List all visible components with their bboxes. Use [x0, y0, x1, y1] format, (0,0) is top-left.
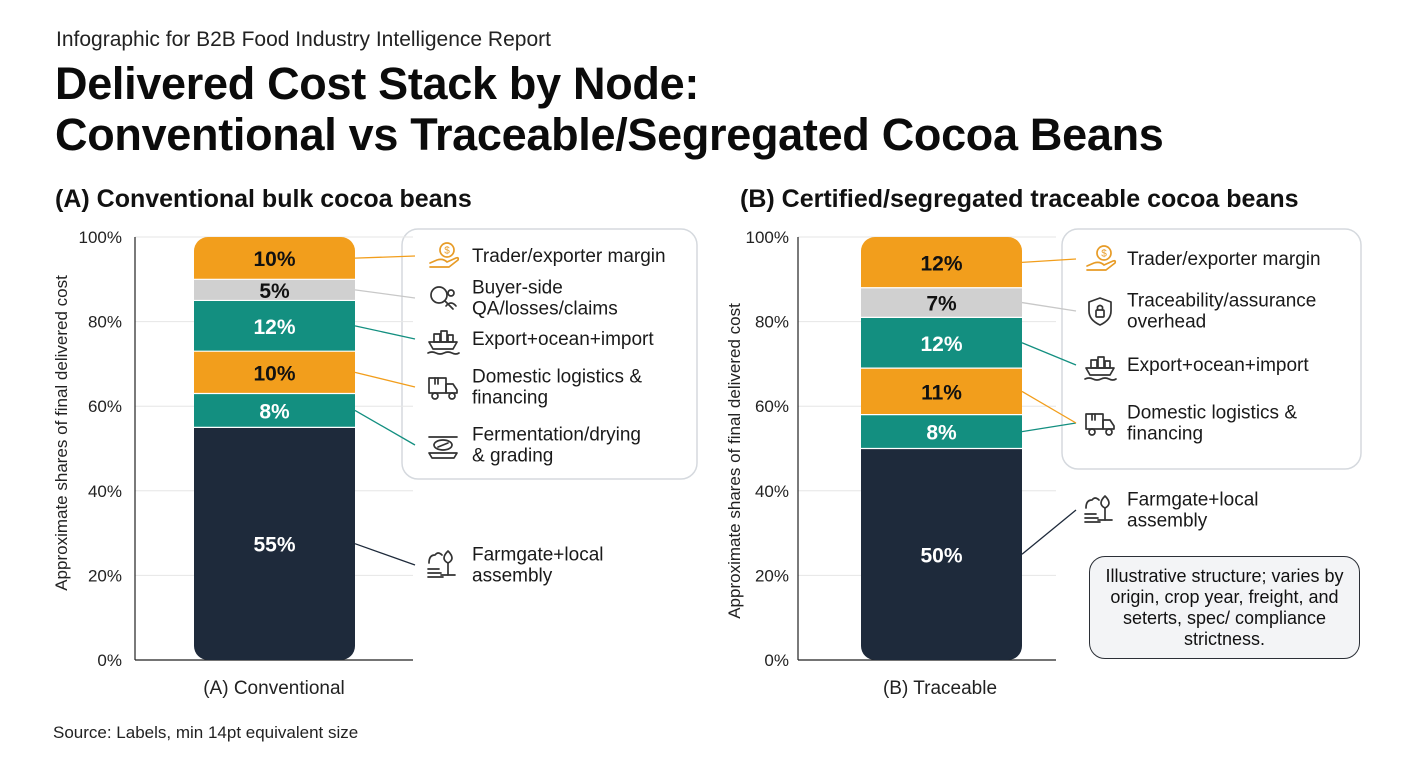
title-line-2: Conventional vs Traceable/Segregated Coc…: [55, 109, 1164, 160]
panel-a-legend-label-5: Trader/exporter margin: [472, 246, 666, 267]
source-note: Source: Labels, min 14pt equivalent size: [53, 723, 359, 742]
ship-icon: [1084, 356, 1117, 381]
drying-tray-icon: [428, 436, 458, 459]
panel-a-segment-label-2: 10%: [253, 362, 295, 385]
panel-b-title: (B) Certified/segregated traceable cocoa…: [740, 185, 1299, 213]
panel-b-leader-line-0: [1021, 509, 1077, 555]
panel-b-legend-label-2: Domestic logistics &: [1127, 403, 1297, 424]
panel-a-leader-line-3: [354, 325, 416, 340]
panel-a-legend-label-4: Buyer-side: [472, 278, 563, 299]
panel-b-leader-line-3: [1021, 342, 1077, 366]
panel-a-legend-label-2: financing: [472, 388, 548, 409]
panel-b-bar-segment-3: [861, 317, 1022, 369]
panel-a-y-tick-label: 40%: [88, 482, 122, 501]
svg-text:$: $: [1101, 249, 1107, 260]
panel-b-segment-label-2: 11%: [921, 381, 962, 404]
panel-a-y-tick-label: 100%: [79, 228, 122, 247]
panel-a-legend-label-0: assembly: [472, 566, 553, 587]
panel-b-legend-box: [1061, 228, 1362, 470]
ship-icon: [427, 330, 460, 355]
panel-b-legend-label-2: financing: [1127, 424, 1203, 445]
panel-a-segment-label-4: 5%: [259, 280, 290, 303]
panel-b-y-tick-label: 100%: [746, 228, 789, 247]
panel-a-leader-line-4: [354, 289, 416, 299]
panel-a-leader-line-0: [354, 543, 416, 566]
truck-icon: [428, 377, 458, 400]
panel-a-legend-label-3: Export+ocean+import: [472, 329, 654, 350]
panel-a-bar-segment-5: [194, 237, 355, 280]
panel-a-leader-line-1: [354, 409, 416, 446]
panel-b-legend-label-5: Trader/exporter margin: [1127, 249, 1321, 270]
panel-a-bar-segment-4: [194, 279, 355, 301]
svg-text:$: $: [444, 246, 450, 257]
panel-a-legend-label-4: QA/losses/claims: [472, 299, 618, 320]
panel-b-leader-line-4: [1021, 301, 1077, 312]
panel-b-segment-label-5: 12%: [920, 252, 962, 275]
panel-a-category-label: (A) Conventional: [203, 678, 345, 699]
panel-b-segment-label-3: 12%: [920, 333, 962, 356]
panel-b-y-tick-label: 20%: [755, 566, 789, 585]
panel-b-y-tick-label: 80%: [755, 313, 789, 332]
panel-a-legend-box: [401, 228, 698, 480]
panel-b-leader-line-1: [1021, 422, 1077, 433]
truck-icon: [1085, 413, 1115, 436]
page-title: Delivered Cost Stack by Node: Convention…: [55, 58, 1164, 160]
panel-b-bar-segment-5: [861, 237, 1022, 288]
panel-a-segment-label-0: 55%: [253, 534, 295, 557]
illustrative-note-callout: Illustrative structure; varies by origin…: [1089, 556, 1360, 659]
panel-a-segment-label-1: 8%: [259, 400, 290, 423]
panel-a-y-tick-label: 0%: [97, 651, 122, 670]
panel-b-leader-line-5: [1021, 258, 1077, 264]
panel-a-bar-segment-2: [194, 351, 355, 394]
panel-b-bar-segment-2: [861, 368, 1022, 415]
panel-b-leader-line-2: [1021, 390, 1077, 424]
panel-b-legend-label-0: Farmgate+local: [1127, 490, 1258, 511]
panel-b-legend-label-4: overhead: [1127, 312, 1206, 333]
panel-b-stacked-bar: [861, 237, 1022, 660]
panel-a-segment-label-5: 10%: [253, 248, 295, 271]
panel-a-bar-segment-1: [194, 393, 355, 428]
panel-b-legend-label-3: Export+ocean+import: [1127, 355, 1309, 376]
margin-coin-hand-icon: $: [1086, 245, 1117, 271]
panel-b-category-label: (B) Traceable: [883, 678, 997, 699]
panel-b-bar-segment-0: [861, 448, 1022, 660]
panel-a-y-tick-label: 20%: [88, 566, 122, 585]
quality-inspection-icon: [430, 286, 457, 310]
shield-lock-icon: [1088, 297, 1112, 326]
panel-b-bar-segment-4: [861, 287, 1022, 318]
panel-b-segment-label-4: 7%: [926, 293, 957, 316]
panel-a-bar-segment-0: [194, 427, 355, 660]
panel-a-stacked-bar: [194, 237, 355, 660]
panel-b-y-tick-label: 60%: [755, 397, 789, 416]
panel-b-y-axis-label: Approximate shares of final delivered co…: [725, 303, 744, 619]
panel-a-legend-label-2: Domestic logistics &: [472, 367, 642, 388]
panel-b-segment-label-0: 50%: [920, 544, 962, 567]
panel-a-legend-label-0: Farmgate+local: [472, 545, 603, 566]
panel-a-legend-label-1: Fermentation/drying: [472, 425, 641, 446]
panel-b-y-tick-label: 40%: [755, 482, 789, 501]
panel-b-y-tick-label: 0%: [764, 651, 789, 670]
panel-b-legend-label-0: assembly: [1127, 511, 1208, 532]
panel-a-y-axis-label: Approximate shares of final delivered co…: [52, 275, 71, 591]
panel-a-y-tick-label: 60%: [88, 397, 122, 416]
farm-icon: [1084, 495, 1113, 523]
panel-a-title: (A) Conventional bulk cocoa beans: [55, 185, 472, 213]
panel-a-segment-label-3: 12%: [253, 316, 295, 339]
panel-a-leader-line-5: [354, 255, 416, 259]
report-eyebrow: Infographic for B2B Food Industry Intell…: [56, 28, 551, 51]
panel-a-bar-segment-3: [194, 300, 355, 352]
panel-a-legend-label-1: & grading: [472, 446, 553, 467]
panel-b-legend-label-4: Traceability/assurance: [1127, 291, 1316, 312]
panel-b-bar-segment-1: [861, 414, 1022, 449]
panel-a-leader-line-2: [354, 371, 416, 388]
title-line-1: Delivered Cost Stack by Node:: [55, 58, 699, 109]
farm-icon: [427, 550, 456, 578]
margin-coin-hand-icon: $: [429, 242, 460, 268]
panel-b-segment-label-1: 8%: [926, 422, 957, 445]
panel-a-y-tick-label: 80%: [88, 313, 122, 332]
